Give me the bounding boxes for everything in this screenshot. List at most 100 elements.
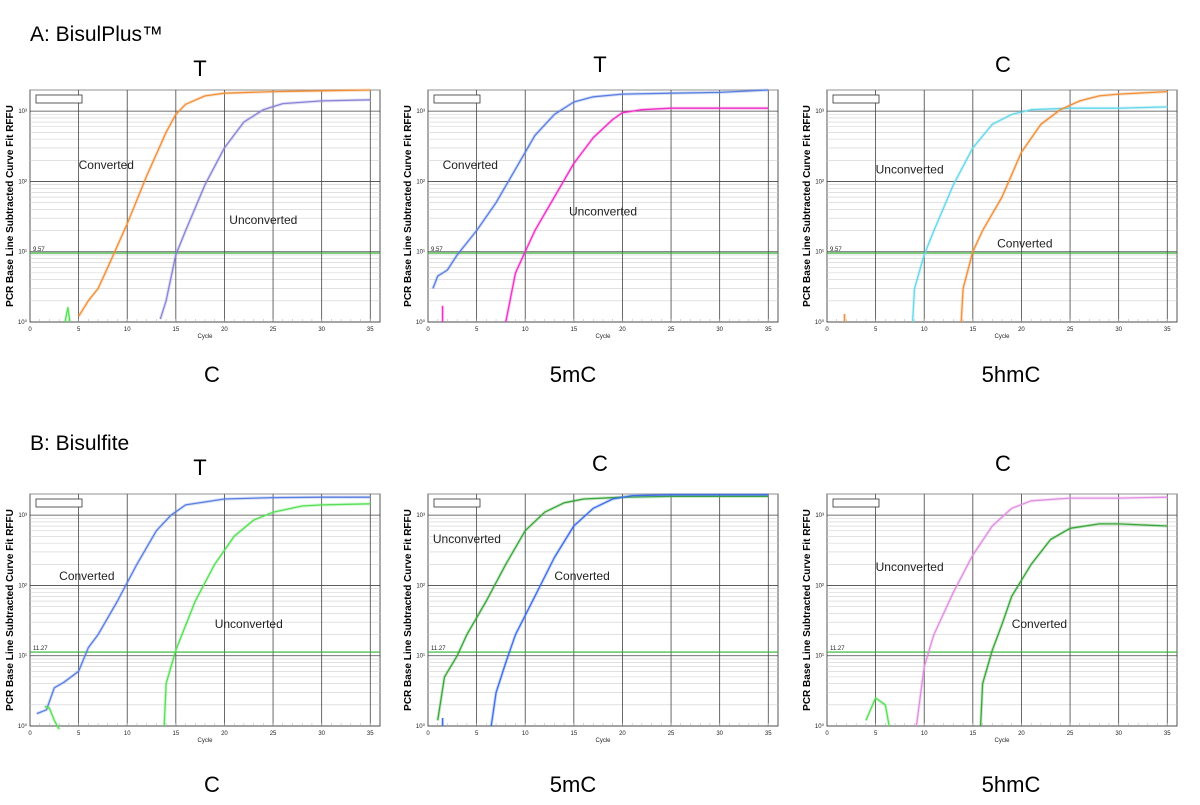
chart-panel-b2: 10⁰ 10¹ 10² 10³ 0 5 10 15 20 25 30 35 Cycle PCR Base …: [398, 486, 788, 746]
x-tick-label: 30: [716, 731, 723, 737]
series-line-1: [505, 107, 769, 323]
threshold-label: 9.57: [431, 247, 443, 253]
x-tick-label: 5: [874, 731, 878, 737]
y-tick-label: 10¹: [18, 654, 27, 660]
x-tick-label: 15: [172, 731, 179, 737]
series-line-2: [865, 697, 890, 727]
panel-b3-bottom-label: 5hmC: [981, 772, 1041, 797]
y-tick-label: 10²: [18, 179, 27, 185]
y-tick-label: 10⁰: [416, 319, 426, 326]
x-tick-label: 30: [318, 327, 325, 333]
x-tick-label: 5: [874, 327, 878, 333]
y-tick-label: 10³: [18, 109, 27, 115]
panel-a2-bottom-label: 5mC: [549, 362, 597, 387]
curve-annotation-0: Unconverted: [876, 560, 944, 574]
x-tick-label: 10: [124, 327, 131, 333]
x-tick-label: 35: [367, 327, 374, 333]
x-tick-label: 10: [522, 731, 529, 737]
curve-annotation-1: Converted: [997, 236, 1052, 250]
y-tick-label: 10²: [815, 583, 824, 589]
qpcr-chart-a2: 10⁰ 10¹ 10² 10³ 0 5 10 15 20 25 30 35 Cycle PCR Base …: [403, 88, 779, 340]
panel-b3-top-label: C: [995, 451, 1011, 476]
y-tick-label: 10³: [815, 109, 824, 115]
x-tick-label: 5: [475, 327, 479, 333]
y-tick-label: 10¹: [815, 654, 824, 660]
section-title-b: B: Bisulfite: [30, 432, 130, 455]
section-title-a: A: BisulPlus™: [30, 23, 164, 46]
legend-box: [35, 498, 83, 508]
x-tick-label: 15: [570, 327, 577, 333]
y-axis-label: PCR Base Line Subtracted Curve Fit RFFU: [5, 509, 16, 711]
curve-annotation-0: Converted: [443, 158, 498, 172]
series-line-0: [915, 496, 1168, 727]
y-tick-label: 10¹: [815, 250, 824, 256]
curve-annotation-0: Converted: [59, 569, 114, 583]
x-tick-label: 25: [270, 731, 277, 737]
threshold-label: 11.27: [33, 646, 48, 652]
plot-frame: [826, 89, 1178, 323]
chart-panel-a2: 10⁰ 10¹ 10² 10³ 0 5 10 15 20 25 30 35 Cycle PCR Base …: [398, 82, 788, 342]
x-tick-label: 30: [318, 731, 325, 737]
x-axis-label: Cycle: [994, 334, 1010, 340]
plot-frame: [29, 493, 381, 727]
chart-panel-a1: 10⁰ 10¹ 10² 10³ 0 5 10 15 20 25 30 35 Cycle PCR Base …: [0, 82, 390, 342]
x-axis-label: Cycle: [197, 738, 213, 744]
series-line-0: [911, 106, 1168, 323]
y-axis-label: PCR Base Line Subtracted Curve Fit RFFU: [802, 105, 813, 307]
x-tick-label: 0: [426, 731, 430, 737]
curve-annotation-1: Unconverted: [215, 617, 283, 631]
series-line-1: [490, 494, 769, 727]
y-tick-label: 10¹: [416, 654, 425, 660]
y-tick-label: 10⁰: [815, 723, 825, 730]
x-tick-label: 25: [668, 731, 675, 737]
series-line-2: [64, 307, 71, 323]
y-axis-label: PCR Base Line Subtracted Curve Fit RFFU: [403, 105, 414, 307]
y-tick-label: 10³: [416, 513, 425, 519]
x-tick-label: 15: [172, 327, 179, 333]
legend-box: [35, 94, 83, 104]
x-tick-label: 30: [1115, 327, 1122, 333]
x-axis-label: Cycle: [197, 334, 213, 340]
curve-annotation-1: Unconverted: [229, 213, 297, 227]
y-tick-label: 10⁰: [416, 723, 426, 730]
x-tick-label: 10: [522, 327, 529, 333]
y-tick-label: 10⁰: [18, 319, 28, 326]
series-line-0: [432, 89, 769, 289]
series-line-0: [437, 495, 769, 721]
panel-a3-bottom-label: 5hmC: [981, 362, 1041, 387]
y-axis-label: PCR Base Line Subtracted Curve Fit RFFU: [802, 509, 813, 711]
x-tick-label: 0: [825, 731, 829, 737]
chart-panel-b1: 10⁰ 10¹ 10² 10³ 0 5 10 15 20 25 30 35 Cycle PCR Base …: [0, 486, 390, 746]
threshold-label: 11.27: [431, 646, 446, 652]
y-tick-label: 10³: [416, 109, 425, 115]
panel-b1-top-label: T: [193, 455, 207, 480]
panel-b2-bottom-label: 5mC: [549, 772, 597, 797]
x-tick-label: 15: [969, 327, 976, 333]
x-tick-label: 10: [921, 327, 928, 333]
curve-annotation-0: Unconverted: [433, 532, 501, 546]
plot-frame: [826, 493, 1178, 727]
x-axis-label: Cycle: [595, 738, 611, 744]
x-tick-label: 0: [28, 327, 32, 333]
y-tick-label: 10⁰: [815, 319, 825, 326]
y-tick-label: 10²: [416, 583, 425, 589]
curve-annotation-1: Converted: [1012, 617, 1067, 631]
x-tick-label: 35: [765, 327, 772, 333]
series-line-1: [960, 90, 1168, 323]
qpcr-chart-b3: 10⁰ 10¹ 10² 10³ 0 5 10 15 20 25 30 35 Cycle PCR Base …: [802, 493, 1178, 744]
x-axis-label: Cycle: [595, 334, 611, 340]
plot-frame: [29, 89, 381, 323]
panel-a2-top-label: T: [593, 52, 607, 77]
x-tick-label: 20: [619, 327, 626, 333]
y-tick-label: 10¹: [18, 250, 27, 256]
curve-annotation-0: Unconverted: [876, 162, 944, 176]
y-tick-label: 10⁰: [18, 723, 28, 730]
x-tick-label: 0: [825, 327, 829, 333]
legend-box: [433, 498, 481, 508]
curve-annotation-1: Converted: [554, 569, 609, 583]
panel-a1-bottom-label: C: [204, 362, 220, 387]
x-tick-label: 20: [619, 731, 626, 737]
x-tick-label: 35: [1164, 731, 1171, 737]
x-tick-label: 25: [1067, 731, 1074, 737]
panel-a3-top-label: C: [995, 52, 1011, 77]
